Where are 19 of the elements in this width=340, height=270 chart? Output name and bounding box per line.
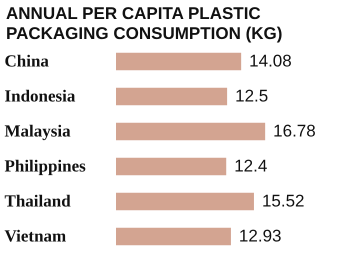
y-tick-label: Philippines: [4, 156, 86, 176]
chart-title: ANNUAL PER CAPITA PLASTIC PACKAGING CONSUMPTION (KG): [5, 3, 284, 44]
bar: [116, 122, 266, 140]
bar: [116, 88, 228, 106]
y-tick-label: Thailand: [4, 192, 72, 210]
data-label: 14.08: [249, 52, 292, 70]
data-label: 12.93: [238, 226, 282, 246]
bar: [116, 158, 226, 176]
bar: [116, 192, 254, 210]
bar: [116, 52, 242, 70]
y-tick-label: Indonesia: [4, 86, 76, 106]
bar: [116, 228, 231, 246]
y-tick-label: China: [4, 52, 50, 70]
data-label: 16.78: [273, 122, 316, 140]
data-label: 12.5: [235, 86, 268, 106]
y-tick-label: Vietnam: [4, 226, 66, 246]
y-tick-label: Malaysia: [4, 122, 72, 140]
data-label: 15.52: [262, 192, 304, 210]
data-label: 12.4: [234, 156, 268, 176]
